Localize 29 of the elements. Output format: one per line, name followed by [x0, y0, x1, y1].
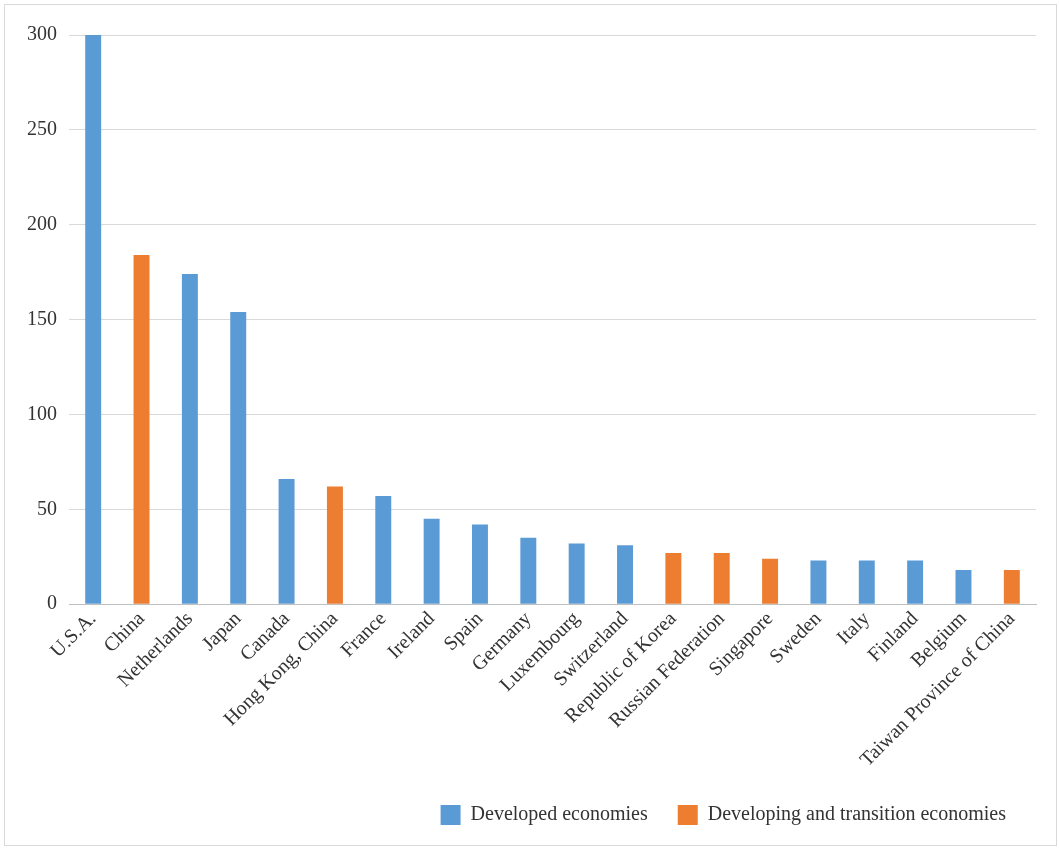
y-tick-label: 150 [27, 306, 57, 329]
bar [907, 560, 924, 604]
legend-label: Developing and transition economies [707, 802, 1007, 826]
bar [858, 560, 875, 604]
bar [472, 524, 488, 604]
bar [181, 274, 198, 604]
bar [375, 496, 392, 604]
bar [85, 35, 102, 604]
bar [520, 537, 537, 604]
bar [1003, 570, 1020, 604]
bar [810, 560, 827, 604]
bar [762, 558, 779, 604]
bar [955, 570, 972, 604]
y-tick-label: 300 [27, 22, 57, 45]
y-tick-label: 0 [47, 591, 57, 614]
y-tick-label: 200 [27, 211, 57, 234]
y-tick-label: 250 [27, 117, 57, 140]
y-tick-label: 100 [27, 401, 57, 424]
bar [278, 478, 295, 604]
bar [230, 312, 247, 604]
bar [713, 552, 730, 604]
y-tick-label: 50 [37, 496, 57, 519]
bar [133, 255, 150, 604]
bar [326, 486, 343, 604]
bar [665, 552, 682, 604]
bar [423, 518, 440, 604]
legend-label: Developed economies [470, 802, 648, 826]
bar [568, 543, 585, 604]
bar [617, 545, 633, 604]
